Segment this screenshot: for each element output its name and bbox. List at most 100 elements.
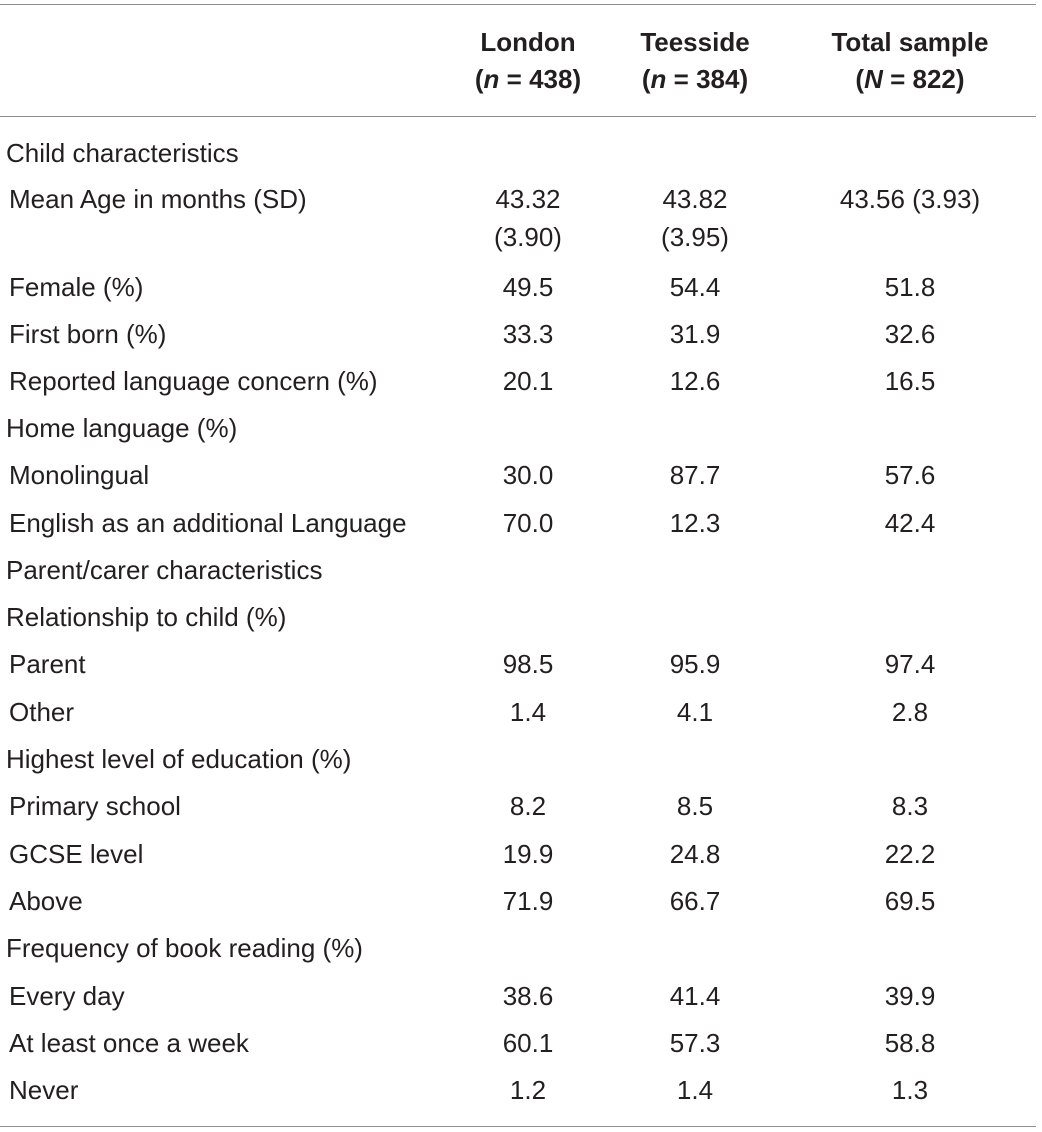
header-rule <box>0 116 1036 117</box>
cell-value: 51.8 <box>884 272 936 302</box>
table-cell: 58.8 <box>812 1024 1008 1062</box>
cell-value: 31.9 <box>669 319 721 349</box>
cell-value: 43.82 <box>662 184 728 214</box>
cell-value: 8.2 <box>509 791 547 821</box>
row-label: English as an additional Language <box>9 508 407 538</box>
cell-value: 12.3 <box>669 508 721 538</box>
table-cell: 1.2 <box>455 1071 601 1109</box>
cell-value: 57.3 <box>669 1028 721 1058</box>
table-cell: 43.56 (3.93) <box>812 180 1008 218</box>
cell-value: 87.7 <box>669 460 721 490</box>
row-label: Monolingual <box>9 460 150 490</box>
cell-value: 43.56 (3.93) <box>839 184 981 214</box>
cell-value: 66.7 <box>669 886 721 916</box>
table-cell: 57.3 <box>622 1024 768 1062</box>
cell-value: 58.8 <box>884 1028 936 1058</box>
table-cell: 32.6 <box>812 315 1008 353</box>
table-cell: 49.5 <box>455 268 601 306</box>
table-cell: 43.32 (3.90) <box>455 180 601 256</box>
table-cell: 33.3 <box>455 315 601 353</box>
column-header-name: Teesside <box>640 27 750 57</box>
table-cell: 22.2 <box>812 835 1008 873</box>
section-label: Parent/carer characteristics <box>6 555 323 585</box>
cell-value-sd: (3.90) <box>494 222 562 252</box>
table-cell: 43.82 (3.95) <box>622 180 768 256</box>
n-symbol: n <box>483 64 500 94</box>
column-header-n: (n = 438) <box>474 64 582 94</box>
n-value: = 384) <box>673 64 749 94</box>
table-cell: 38.6 <box>455 977 601 1015</box>
table-cell: 69.5 <box>812 882 1008 920</box>
table-cell: 24.8 <box>622 835 768 873</box>
table-cell: 4.1 <box>622 693 768 731</box>
cell-value: 22.2 <box>884 839 936 869</box>
section-label: Frequency of book reading (%) <box>6 933 363 963</box>
cell-value: 71.9 <box>502 886 554 916</box>
cell-value: 12.6 <box>669 366 721 396</box>
cell-value: 30.0 <box>502 460 554 490</box>
table-cell: 19.9 <box>455 835 601 873</box>
table-cell: 1.4 <box>622 1071 768 1109</box>
column-header-n: (n = 384) <box>641 64 749 94</box>
cell-value: 43.32 <box>495 184 561 214</box>
section-label: Home language (%) <box>6 413 238 443</box>
table-cell: 66.7 <box>622 882 768 920</box>
table-cell: 98.5 <box>455 645 601 683</box>
cell-value: 97.4 <box>884 649 936 679</box>
column-header-teesside: Teesside (n = 384) <box>622 24 768 98</box>
table-cell: 60.1 <box>455 1024 601 1062</box>
cell-value: 20.1 <box>502 366 554 396</box>
section-label: Highest level of education (%) <box>6 744 352 774</box>
cell-value: 42.4 <box>884 508 936 538</box>
row-label: First born (%) <box>9 319 167 349</box>
table-cell: 8.2 <box>455 787 601 825</box>
column-header-name: London <box>480 27 576 57</box>
table-cell: 31.9 <box>622 315 768 353</box>
table-cell: 70.0 <box>455 504 601 542</box>
cell-value: 54.4 <box>669 272 721 302</box>
table-cell: 8.3 <box>812 787 1008 825</box>
table-cell: 16.5 <box>812 362 1008 400</box>
table-cell: 1.4 <box>455 693 601 731</box>
row-label: Female (%) <box>9 272 144 302</box>
cell-value: 95.9 <box>669 649 721 679</box>
cell-value: 57.6 <box>884 460 936 490</box>
n-symbol: N <box>864 64 883 94</box>
table-cell: 71.9 <box>455 882 601 920</box>
table-cell: 12.6 <box>622 362 768 400</box>
cell-value: 16.5 <box>884 366 936 396</box>
cell-value: 1.4 <box>509 697 547 727</box>
cell-value: 70.0 <box>502 508 554 538</box>
cell-value-sd: (3.95) <box>661 222 729 252</box>
table-cell: 30.0 <box>455 456 601 494</box>
cell-value: 98.5 <box>502 649 554 679</box>
row-label: Never <box>9 1075 79 1105</box>
table-cell: 42.4 <box>812 504 1008 542</box>
row-label: Parent <box>9 649 86 679</box>
cell-value: 8.3 <box>891 791 929 821</box>
cell-value: 49.5 <box>502 272 554 302</box>
table-cell: 20.1 <box>455 362 601 400</box>
row-label: At least once a week <box>9 1028 249 1058</box>
row-label: GCSE level <box>9 839 144 869</box>
table-cell: 95.9 <box>622 645 768 683</box>
row-label: Above <box>9 886 83 916</box>
cell-value: 38.6 <box>502 981 554 1011</box>
table-cell: 1.3 <box>812 1071 1008 1109</box>
row-label: Primary school <box>9 791 181 821</box>
cell-value: 60.1 <box>502 1028 554 1058</box>
table-cell: 54.4 <box>622 268 768 306</box>
table-cell: 39.9 <box>812 977 1008 1015</box>
n-value: = 438) <box>506 64 582 94</box>
cell-value: 32.6 <box>884 319 936 349</box>
cell-value: 4.1 <box>676 697 714 727</box>
cell-value: 19.9 <box>502 839 554 869</box>
cell-value: 39.9 <box>884 981 936 1011</box>
table-cell: 12.3 <box>622 504 768 542</box>
table-bottom-rule <box>0 1126 1036 1127</box>
table-cell: 8.5 <box>622 787 768 825</box>
section-label: Relationship to child (%) <box>6 602 287 632</box>
row-label: Mean Age in months (SD) <box>9 184 307 214</box>
row-label: Every day <box>9 981 125 1011</box>
cell-value: 33.3 <box>502 319 554 349</box>
